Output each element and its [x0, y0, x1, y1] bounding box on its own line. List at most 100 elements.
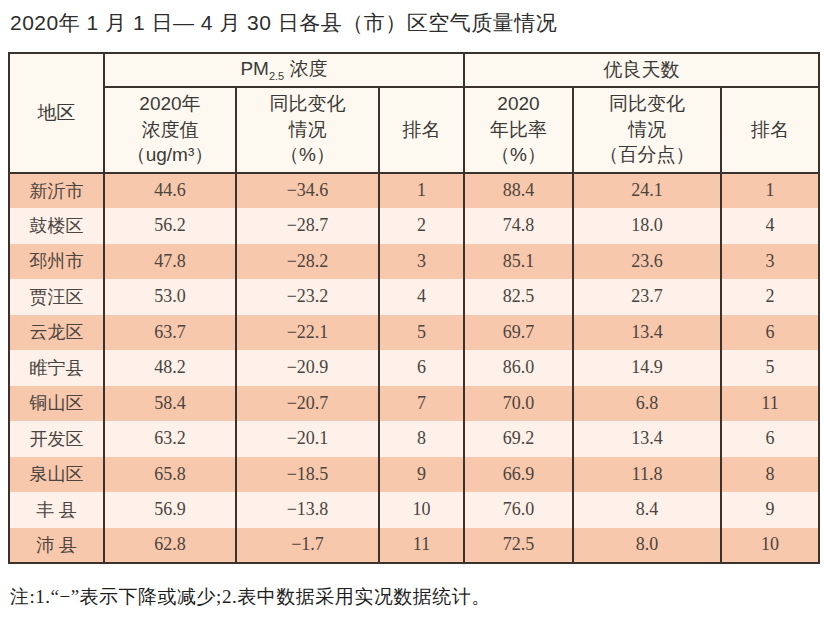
- value-cell: −20.9: [236, 350, 379, 386]
- value-cell: 48.2: [104, 350, 236, 386]
- value-cell: 58.4: [104, 386, 236, 422]
- value-cell: 6: [721, 315, 819, 351]
- value-cell: 2: [721, 279, 819, 315]
- value-cell: 13.4: [573, 421, 721, 457]
- region-cell: 云龙区: [9, 315, 104, 351]
- value-cell: 65.8: [104, 457, 236, 493]
- value-cell: 18.0: [573, 208, 721, 244]
- table-row: 邳州市47.8−28.2385.123.63: [9, 244, 819, 280]
- footnote: 注:1.“−”表示下降或减少;2.表中数据采用实况数据统计。: [8, 584, 818, 610]
- value-cell: 63.2: [104, 421, 236, 457]
- value-cell: 66.9: [464, 457, 573, 493]
- region-cell: 邳州市: [9, 244, 104, 280]
- value-cell: −18.5: [236, 457, 379, 493]
- value-cell: 8.0: [573, 528, 721, 564]
- header-group-pm25: PM2.5 浓度: [104, 53, 464, 87]
- value-cell: 6: [379, 350, 464, 386]
- table-row: 鼓楼区56.2−28.7274.818.04: [9, 208, 819, 244]
- value-cell: 88.4: [464, 173, 573, 209]
- region-cell: 泉山区: [9, 457, 104, 493]
- header-pm25-2020-value: 2020年 浓度值 （ug/m³）: [104, 87, 236, 173]
- pm25-label-subscript: 2.5: [269, 70, 284, 82]
- value-cell: 8: [721, 457, 819, 493]
- table-row: 泉山区65.8−18.5966.911.88: [9, 457, 819, 493]
- value-cell: 53.0: [104, 279, 236, 315]
- value-cell: 82.5: [464, 279, 573, 315]
- table-row: 睢宁县48.2−20.9686.014.95: [9, 350, 819, 386]
- header-pm25-yoy-change: 同比变化 情况 （%）: [236, 87, 379, 173]
- value-cell: 6: [721, 421, 819, 457]
- value-cell: 44.6: [104, 173, 236, 209]
- table-row: 开发区63.2−20.1869.213.46: [9, 421, 819, 457]
- table-row: 贾汪区53.0−23.2482.523.72: [9, 279, 819, 315]
- value-cell: 4: [721, 208, 819, 244]
- value-cell: 72.5: [464, 528, 573, 564]
- value-cell: −23.2: [236, 279, 379, 315]
- pm25-label-prefix: PM: [240, 58, 269, 79]
- value-cell: −20.1: [236, 421, 379, 457]
- table-row: 铜山区58.4−20.7770.06.811: [9, 386, 819, 422]
- value-cell: 5: [379, 315, 464, 351]
- region-cell: 铜山区: [9, 386, 104, 422]
- value-cell: 2: [379, 208, 464, 244]
- table-row: 丰 县56.9−13.81076.08.49: [9, 492, 819, 528]
- value-cell: 6.8: [573, 386, 721, 422]
- value-cell: −1.7: [236, 528, 379, 564]
- value-cell: 86.0: [464, 350, 573, 386]
- header-good-rank: 排名: [721, 87, 819, 173]
- value-cell: −20.7: [236, 386, 379, 422]
- value-cell: 69.2: [464, 421, 573, 457]
- value-cell: 8: [379, 421, 464, 457]
- value-cell: 11: [379, 528, 464, 564]
- table-row: 沛 县62.8−1.71172.58.010: [9, 528, 819, 564]
- value-cell: 7: [379, 386, 464, 422]
- value-cell: 14.9: [573, 350, 721, 386]
- value-cell: 76.0: [464, 492, 573, 528]
- value-cell: 3: [721, 244, 819, 280]
- value-cell: 56.2: [104, 208, 236, 244]
- value-cell: −22.1: [236, 315, 379, 351]
- value-cell: 63.7: [104, 315, 236, 351]
- region-cell: 丰 县: [9, 492, 104, 528]
- region-cell: 鼓楼区: [9, 208, 104, 244]
- table-row: 云龙区63.7−22.1569.713.46: [9, 315, 819, 351]
- value-cell: 70.0: [464, 386, 573, 422]
- value-cell: 69.7: [464, 315, 573, 351]
- air-quality-table: 地区 PM2.5 浓度 优良天数 2020年 浓度值 （ug/m³） 同比变化 …: [8, 52, 820, 564]
- value-cell: 85.1: [464, 244, 573, 280]
- value-cell: 47.8: [104, 244, 236, 280]
- value-cell: 13.4: [573, 315, 721, 351]
- header-good-yoy-change: 同比变化 情况 （百分点）: [573, 87, 721, 173]
- value-cell: −13.8: [236, 492, 379, 528]
- value-cell: 11: [721, 386, 819, 422]
- value-cell: 1: [379, 173, 464, 209]
- value-cell: 8.4: [573, 492, 721, 528]
- value-cell: 3: [379, 244, 464, 280]
- value-cell: −28.2: [236, 244, 379, 280]
- header-pm25-rank: 排名: [379, 87, 464, 173]
- value-cell: 10: [379, 492, 464, 528]
- value-cell: 4: [379, 279, 464, 315]
- region-cell: 沛 县: [9, 528, 104, 564]
- header-region: 地区: [9, 53, 104, 173]
- value-cell: 10: [721, 528, 819, 564]
- pm25-label-suffix: 浓度: [284, 58, 327, 79]
- value-cell: 1: [721, 173, 819, 209]
- value-cell: 23.7: [573, 279, 721, 315]
- value-cell: −28.7: [236, 208, 379, 244]
- value-cell: 9: [379, 457, 464, 493]
- value-cell: 56.9: [104, 492, 236, 528]
- region-cell: 新沂市: [9, 173, 104, 209]
- header-group-good-days: 优良天数: [464, 53, 819, 87]
- value-cell: 62.8: [104, 528, 236, 564]
- value-cell: −34.6: [236, 173, 379, 209]
- value-cell: 24.1: [573, 173, 721, 209]
- page-title: 2020年 1 月 1 日— 4 月 30 日各县（市）区空气质量情况: [8, 8, 818, 38]
- value-cell: 74.8: [464, 208, 573, 244]
- table-row: 新沂市44.6−34.6188.424.11: [9, 173, 819, 209]
- region-cell: 睢宁县: [9, 350, 104, 386]
- header-good-2020-ratio: 2020 年比率 （%）: [464, 87, 573, 173]
- region-cell: 开发区: [9, 421, 104, 457]
- value-cell: 9: [721, 492, 819, 528]
- value-cell: 23.6: [573, 244, 721, 280]
